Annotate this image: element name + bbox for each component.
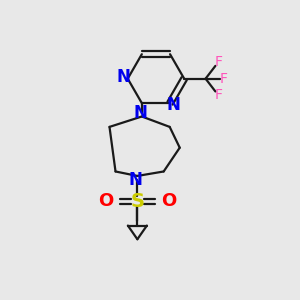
Text: N: N: [134, 104, 147, 122]
Text: F: F: [215, 55, 223, 69]
Text: O: O: [98, 192, 113, 210]
Text: O: O: [161, 192, 176, 210]
Text: F: F: [215, 88, 223, 102]
Text: N: N: [116, 68, 130, 86]
Text: N: N: [129, 170, 143, 188]
Text: F: F: [220, 72, 228, 86]
Text: S: S: [130, 192, 144, 211]
Text: N: N: [166, 96, 180, 114]
